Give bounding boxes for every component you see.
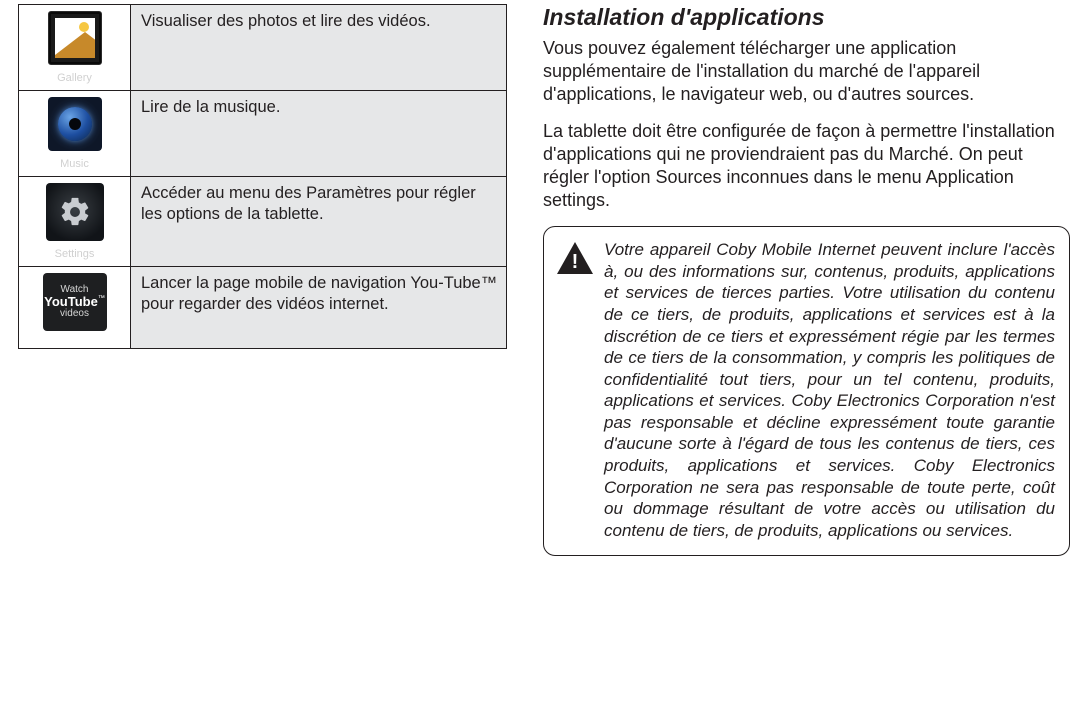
section-title: Installation d'applications: [543, 4, 1070, 31]
paragraph-2: La tablette doit être configurée de faço…: [543, 120, 1070, 212]
music-app-icon: Music: [48, 97, 102, 170]
warning-icon: !: [556, 241, 594, 280]
apps-table: Gallery Visualiser des photos et lire de…: [18, 4, 507, 349]
youtube-icon: Watch YouTube™ videos: [43, 273, 107, 331]
icon-label: Settings: [46, 248, 104, 260]
desc-cell: Visualiser des photos et lire des vidéos…: [131, 5, 507, 91]
icon-cell-settings: Settings: [19, 177, 131, 267]
gallery-icon: [48, 11, 102, 65]
icon-cell-music: Music: [19, 91, 131, 177]
table-row: Settings Accéder au menu des Paramètres …: [19, 177, 507, 267]
icon-cell-youtube: Watch YouTube™ videos: [19, 267, 131, 349]
table-row: Watch YouTube™ videos Lancer la page mob…: [19, 267, 507, 349]
notice-text: Votre appareil Coby Mobile Internet peuv…: [604, 239, 1055, 541]
music-icon: [48, 97, 102, 151]
settings-icon: [46, 183, 104, 241]
desc-cell: Accéder au menu des Paramètres pour régl…: [131, 177, 507, 267]
table-row: Music Lire de la musique.: [19, 91, 507, 177]
icon-label: Gallery: [48, 72, 102, 84]
icon-label: Music: [48, 158, 102, 170]
desc-cell: Lancer la page mobile de navigation You-…: [131, 267, 507, 349]
paragraph-1: Vous pouvez également télécharger une ap…: [543, 37, 1070, 106]
notice-box: ! Votre appareil Coby Mobile Internet pe…: [543, 226, 1070, 556]
left-column: Gallery Visualiser des photos et lire de…: [0, 0, 525, 716]
gallery-app-icon: Gallery: [48, 11, 102, 84]
table-row: Gallery Visualiser des photos et lire de…: [19, 5, 507, 91]
settings-app-icon: Settings: [46, 183, 104, 260]
youtube-line3: videos: [60, 309, 89, 319]
desc-cell: Lire de la musique.: [131, 91, 507, 177]
svg-text:!: !: [572, 251, 579, 273]
right-column: Installation d'applications Vous pouvez …: [525, 0, 1090, 716]
icon-cell-gallery: Gallery: [19, 5, 131, 91]
youtube-line2: YouTube™: [44, 295, 105, 310]
page: Gallery Visualiser des photos et lire de…: [0, 0, 1090, 716]
